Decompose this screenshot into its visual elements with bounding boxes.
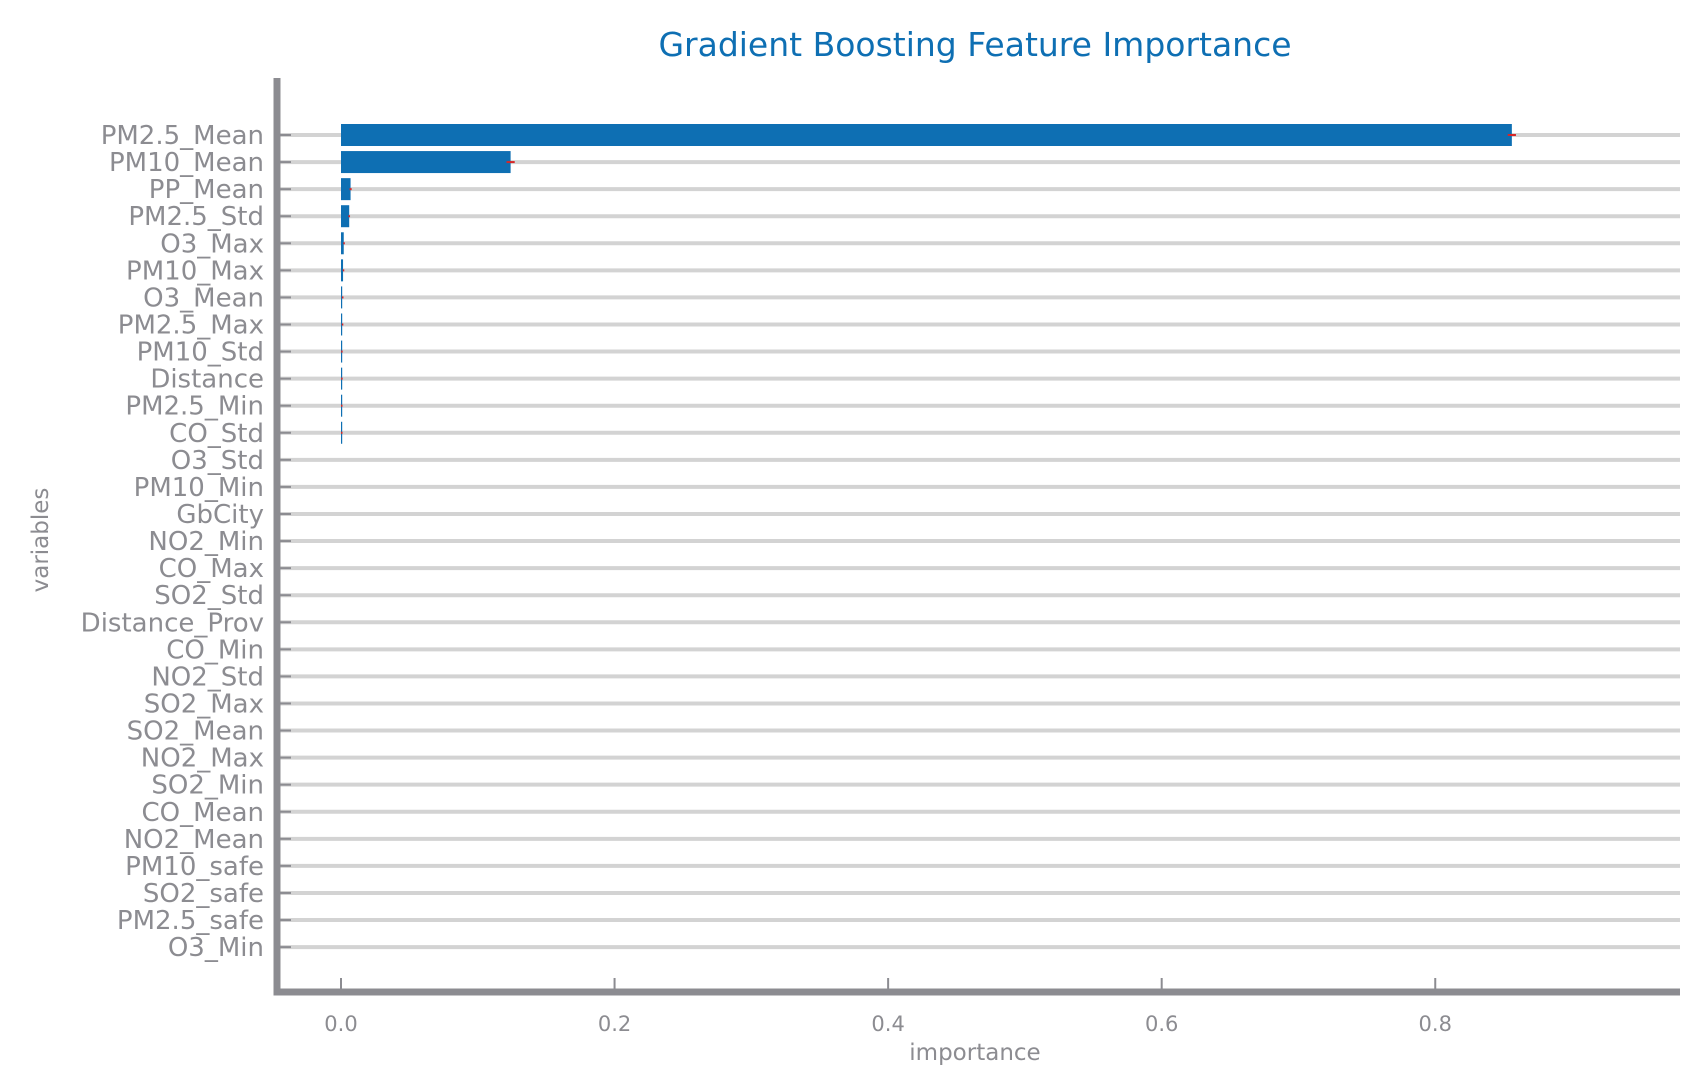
x-axis-label: importance: [909, 1040, 1040, 1066]
category-label: GbCity: [176, 500, 264, 530]
category-label: CO_Std: [169, 419, 264, 449]
category-label: O3_Std: [171, 446, 264, 476]
x-tick-label: 0.2: [598, 1012, 631, 1036]
x-tick-label: 0.6: [1145, 1012, 1178, 1036]
category-label: PM2.5_Mean: [101, 121, 264, 151]
bar: [341, 259, 344, 282]
category-label: PM2.5_Min: [125, 392, 264, 422]
category-label: SO2_Max: [144, 689, 264, 719]
category-label: CO_Min: [166, 635, 264, 665]
bars: [341, 124, 1512, 444]
bar: [341, 232, 344, 255]
bar: [341, 151, 511, 174]
category-label: SO2_safe: [143, 879, 264, 909]
category-label: SO2_Std: [154, 581, 264, 611]
category-label: NO2_Mean: [124, 825, 264, 855]
category-label: PM10_safe: [125, 852, 264, 882]
x-tick-label: 0.4: [871, 1012, 904, 1036]
error-bars: [341, 134, 1516, 434]
axes: [273, 78, 1680, 996]
grid-lines: [277, 133, 1680, 950]
category-label: PM10_Min: [134, 473, 264, 503]
category-label: CO_Max: [159, 554, 264, 584]
chart-title: Gradient Boosting Feature Importance: [658, 25, 1291, 64]
category-label: PM10_Std: [137, 338, 264, 368]
bar: [341, 205, 350, 228]
category-label: NO2_Std: [151, 662, 264, 692]
x-tick-label: 0.0: [324, 1012, 357, 1036]
category-label: PM2.5_safe: [117, 906, 264, 936]
bar: [341, 124, 1512, 146]
category-label: PM2.5_Std: [128, 202, 264, 232]
category-label: PM10_Max: [126, 256, 264, 286]
bar: [341, 313, 343, 336]
bar: [341, 178, 351, 201]
bar: [341, 286, 343, 309]
category-label: SO2_Mean: [127, 717, 264, 747]
category-label: NO2_Max: [141, 744, 264, 774]
category-label: O3_Min: [168, 933, 264, 963]
y-axis-label: variables: [28, 488, 54, 593]
category-label: NO2_Min: [148, 527, 264, 557]
x-tick-label: 0.8: [1419, 1012, 1452, 1036]
category-label: PP_Mean: [149, 175, 264, 205]
category-label: O3_Max: [160, 229, 264, 259]
category-labels: PM2.5_MeanPM10_MeanPP_MeanPM2.5_StdO3_Ma…: [81, 121, 264, 963]
category-label: CO_Mean: [142, 798, 264, 828]
category-label: O3_Mean: [143, 283, 264, 313]
category-label: PM10_Mean: [109, 148, 264, 178]
category-label: PM2.5_Max: [118, 310, 264, 340]
category-label: Distance_Prov: [81, 608, 264, 638]
category-label: SO2_Min: [151, 771, 264, 801]
x-tick-labels: 0.0 0.2 0.4 0.6 0.8: [324, 1012, 1452, 1036]
category-label: Distance: [150, 365, 264, 395]
